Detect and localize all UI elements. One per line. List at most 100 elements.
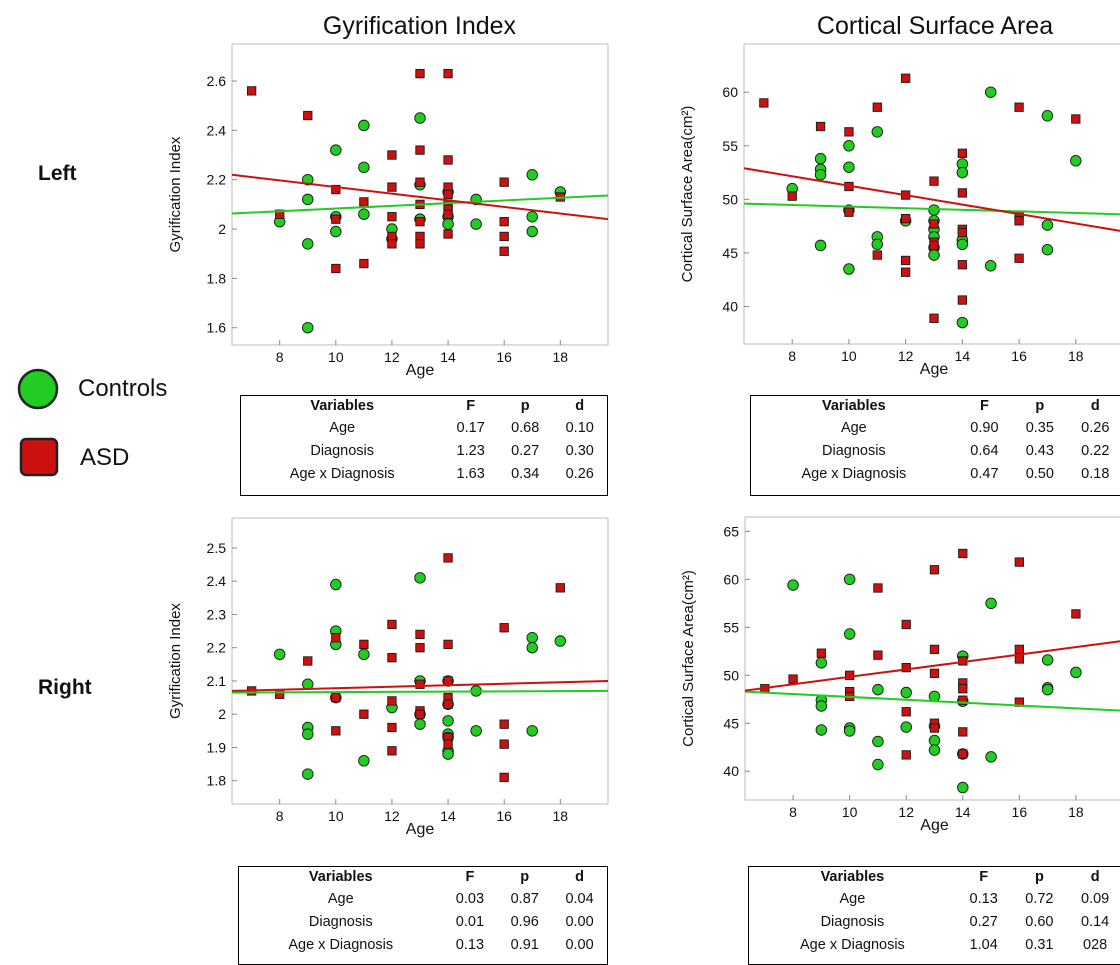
asd-point [958,684,968,694]
controls-point [302,173,314,186]
controls-point [815,700,828,712]
x-tick-label: 12 [384,808,400,824]
y-tick-label: 2.4 [207,573,227,589]
asd-point [958,548,968,559]
y-tick-label: 1.8 [207,773,227,789]
controls-point [985,597,997,610]
asd-point [787,191,797,201]
controls-point [985,751,997,763]
controls-point [302,321,314,334]
asd-point [443,209,453,219]
stats-row: Age 0.03 0.87 0.04 [239,888,607,911]
y-tick-label: 65 [723,523,739,539]
stats-row: Age x Diagnosis 1.63 0.34 0.26 [241,463,607,486]
controls-point [957,781,969,794]
controls-point [526,641,538,654]
asd-point [844,207,854,217]
asd-point [555,583,565,593]
plot-frame [744,516,1120,801]
asd-point [443,189,453,200]
asd-point [499,719,509,729]
asd-point [415,216,425,227]
asd-point [1014,216,1024,226]
stats-row: Diagnosis 0.27 0.60 0.14 [749,911,1120,934]
stats-cell: Diagnosis [308,914,373,930]
asd-point [443,739,453,749]
x-axis-label: Age [406,821,435,838]
asd-fit-line [743,167,1120,232]
controls-point [814,239,827,252]
asd-point [788,674,798,684]
asd-point [359,709,369,719]
x-tick-label: 12 [384,349,400,365]
controls-point [302,238,314,250]
asd-point [1071,609,1081,619]
stats-row: Diagnosis 1.23 0.27 0.30 [241,440,607,463]
asd-point [901,707,911,717]
controls-point [1070,155,1082,167]
stats-cell: Age [329,420,356,436]
asd-point [929,565,940,575]
asd-point [929,176,939,186]
x-tick-label: 14 [440,808,456,824]
asd-point [901,619,911,630]
x-tick-label: 12 [898,348,914,364]
stats-cell: 0.31 [1025,937,1054,953]
stats-cell: 0.27 [969,914,998,930]
stats-cell: 0.14 [1081,914,1110,930]
stats-cell: 0.09 [1081,891,1110,907]
stats-cell: 0.68 [511,420,540,436]
asd-point [359,639,369,650]
controls-point [470,725,482,737]
y-tick-label: 45 [722,245,738,261]
controls-point [358,208,370,220]
asd-point [1014,557,1025,567]
y-tick-label: 2.1 [207,673,227,689]
stats-cell: 0.43 [1025,443,1054,459]
asd-point [331,263,341,274]
stats-cell: 0.01 [455,914,485,930]
controls-point [1041,683,1054,696]
stats-cell: 0.91 [510,937,539,953]
controls-point [928,744,941,756]
controls-point [358,648,370,661]
controls-point [302,768,314,780]
y-tick-label: 60 [723,571,739,587]
y-tick-label: 55 [723,619,739,635]
stats-cell: Age x Diagnosis [289,466,395,482]
controls-point [554,635,567,647]
asd-point [443,699,453,709]
x-tick-label: 16 [1012,804,1028,820]
stats-header-cell: F [465,869,475,885]
stats-cell: 1.04 [969,937,998,953]
asd-point [844,127,854,137]
x-tick-label: 14 [440,349,456,365]
x-tick-label: 12 [898,804,914,820]
asd-point [415,679,425,689]
controls-point [302,728,314,740]
y-tick-label: 1.9 [207,739,227,755]
controls-point [526,210,538,223]
asd-point [929,219,939,229]
x-tick-label: 18 [1068,348,1084,364]
controls-point [414,718,426,730]
stats-cell: Age x Diagnosis [801,466,907,482]
stats-cell: 0.00 [565,914,594,930]
row-label-left: Left [38,162,77,185]
stats-cell: 0.18 [1081,466,1110,482]
asd-fit-line [744,640,1120,692]
stats-header-cell: p [520,869,530,885]
asd-fit-line [231,173,609,221]
asd-point [387,619,397,630]
y-axis-label: Gyrification Index [167,603,184,719]
x-tick-label: 16 [496,349,512,365]
controls-fit-line [231,689,609,694]
controls-point [302,193,314,206]
asd-point [958,727,968,737]
stats-header-cell: F [979,869,989,885]
controls-point [815,657,828,669]
